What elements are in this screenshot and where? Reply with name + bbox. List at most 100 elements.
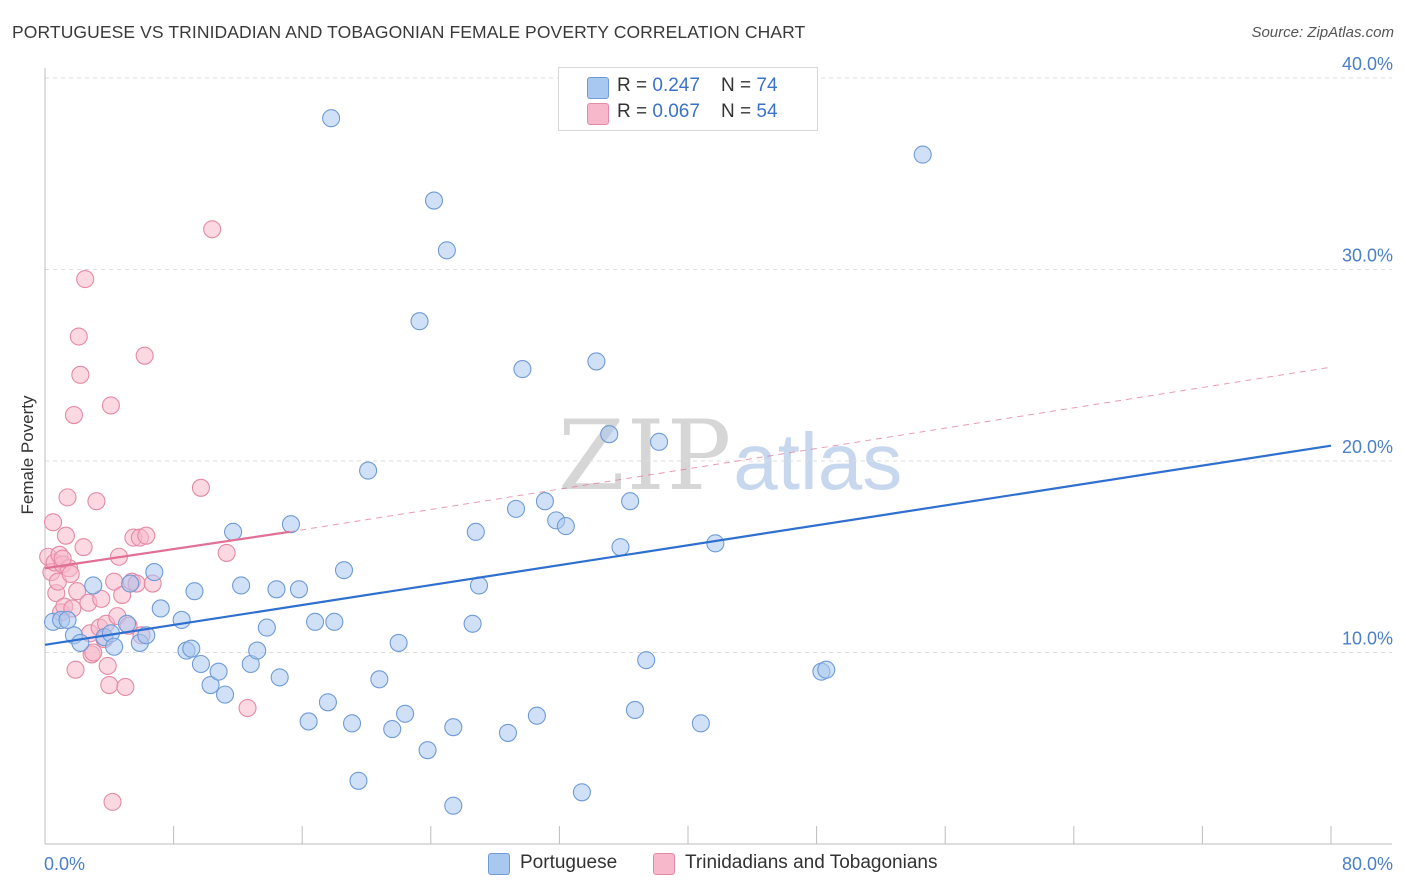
portuguese-point bbox=[267, 580, 286, 599]
portuguese-trend-line bbox=[44, 444, 1332, 646]
series-legend: Portuguese Trinidadians and Tobagonians bbox=[0, 852, 1406, 878]
trinidadian-point bbox=[191, 478, 210, 497]
portuguese-point bbox=[121, 574, 140, 593]
portuguese-point bbox=[145, 563, 164, 582]
portuguese-point bbox=[410, 312, 429, 331]
portuguese-point bbox=[463, 614, 482, 633]
portuguese-point bbox=[444, 718, 463, 737]
portuguese-point bbox=[637, 651, 656, 670]
portuguese-point bbox=[306, 612, 325, 631]
trinidadian-point bbox=[103, 792, 122, 811]
portuguese-point bbox=[370, 670, 389, 689]
trinidadian-point bbox=[43, 513, 63, 532]
portuguese-point bbox=[396, 704, 415, 723]
portuguese-point bbox=[444, 796, 463, 815]
x-tick-label: 80.0% bbox=[1342, 854, 1393, 874]
trinidadian-point bbox=[100, 676, 119, 695]
y-tick-label: 30.0% bbox=[1342, 246, 1393, 266]
series-swatch-portuguese bbox=[488, 853, 510, 875]
chart-title: PORTUGUESE VS TRINIDADIAN AND TOBAGONIAN… bbox=[12, 22, 806, 42]
portuguese-point bbox=[185, 582, 204, 601]
trinidadian-point bbox=[116, 677, 135, 697]
portuguese-point bbox=[151, 599, 170, 618]
portuguese-point bbox=[299, 712, 318, 731]
x-tick-label: 0.0% bbox=[44, 854, 85, 874]
portuguese-point bbox=[611, 538, 630, 557]
trinidadian-point bbox=[71, 365, 90, 384]
portuguese-point bbox=[191, 654, 210, 674]
portuguese-point bbox=[650, 432, 669, 451]
axis-layer bbox=[44, 68, 1392, 845]
series-swatch-trinidadian bbox=[653, 853, 675, 875]
portuguese-point bbox=[215, 685, 235, 704]
y-tick-label: 20.0% bbox=[1342, 437, 1393, 457]
portuguese-point bbox=[389, 633, 408, 652]
portuguese-point bbox=[359, 461, 378, 480]
portuguese-point bbox=[418, 741, 437, 760]
trinidadian-point bbox=[92, 589, 111, 608]
portuguese-point bbox=[466, 522, 485, 541]
trinidadian-point bbox=[69, 327, 88, 346]
portuguese-point bbox=[117, 614, 137, 633]
watermark-atlas: atlas bbox=[733, 417, 903, 506]
portuguese-point bbox=[232, 576, 251, 595]
portuguese-point bbox=[621, 492, 640, 511]
portuguese-point bbox=[817, 660, 836, 679]
trinidadian-point bbox=[76, 270, 95, 289]
grid-layer bbox=[45, 77, 1392, 653]
portuguese-point bbox=[625, 700, 645, 720]
legend-r-value: 0.067 bbox=[652, 101, 700, 122]
trinidadian-point bbox=[238, 698, 257, 718]
portuguese-point bbox=[248, 641, 267, 660]
trinidadian-point bbox=[64, 405, 83, 425]
portuguese-point bbox=[257, 618, 276, 637]
trinidadian-point bbox=[87, 492, 106, 511]
y-tick-label: 10.0% bbox=[1342, 629, 1393, 649]
portuguese-point bbox=[498, 723, 518, 742]
portuguese-point bbox=[270, 668, 289, 687]
portuguese-point bbox=[224, 522, 243, 541]
portuguese-point bbox=[105, 637, 124, 656]
legend-swatch-trinidadian bbox=[587, 103, 609, 125]
trinidadian-point bbox=[135, 346, 154, 365]
portuguese-point bbox=[535, 492, 554, 511]
portuguese-point bbox=[691, 714, 710, 733]
watermark-zip: ZIP bbox=[558, 400, 734, 512]
legend-r-value: 0.247 bbox=[652, 75, 700, 96]
trinidadian-point bbox=[101, 396, 120, 415]
trinidadian-point bbox=[58, 488, 77, 507]
portuguese-point bbox=[71, 633, 90, 652]
trinidadian-point bbox=[53, 549, 72, 568]
legend-r-label: R = bbox=[617, 101, 653, 122]
portuguese-point bbox=[587, 352, 606, 371]
portuguese-point bbox=[437, 241, 456, 260]
trinidadian-point bbox=[98, 656, 117, 675]
portuguese-point bbox=[556, 517, 575, 536]
label-layer: 10.0% 20.0% 30.0% 40.0% 0.0% 80.0% bbox=[44, 54, 1393, 874]
portuguese-point bbox=[182, 639, 201, 658]
portuguese-point bbox=[289, 580, 309, 599]
trinidadian-point bbox=[68, 582, 87, 601]
portuguese-point bbox=[349, 771, 368, 790]
portuguese-point bbox=[201, 676, 220, 695]
portuguese-point bbox=[572, 783, 591, 802]
legend-n-value: 74 bbox=[756, 75, 778, 96]
trinidadian-trend-line bbox=[44, 530, 290, 570]
portuguese-point bbox=[334, 561, 354, 580]
portuguese-point bbox=[600, 425, 619, 444]
trinidadian-point bbox=[66, 660, 85, 679]
portuguese-point bbox=[58, 610, 77, 629]
portuguese-point bbox=[527, 706, 546, 725]
y-tick-label: 40.0% bbox=[1342, 54, 1393, 74]
portuguese-point bbox=[325, 612, 344, 631]
trinidadian-point bbox=[137, 526, 156, 545]
legend-n-label: N = bbox=[721, 101, 757, 122]
portuguese-point bbox=[913, 145, 932, 164]
legend-swatch-portuguese bbox=[587, 77, 609, 99]
portuguese-point bbox=[513, 360, 532, 379]
trinidadian-point bbox=[203, 220, 222, 239]
portuguese-point bbox=[322, 109, 341, 128]
series-label-portuguese: Portuguese bbox=[520, 852, 618, 873]
source-credit: Source: ZipAtlas.com bbox=[1251, 24, 1394, 41]
portuguese-point bbox=[137, 626, 156, 645]
